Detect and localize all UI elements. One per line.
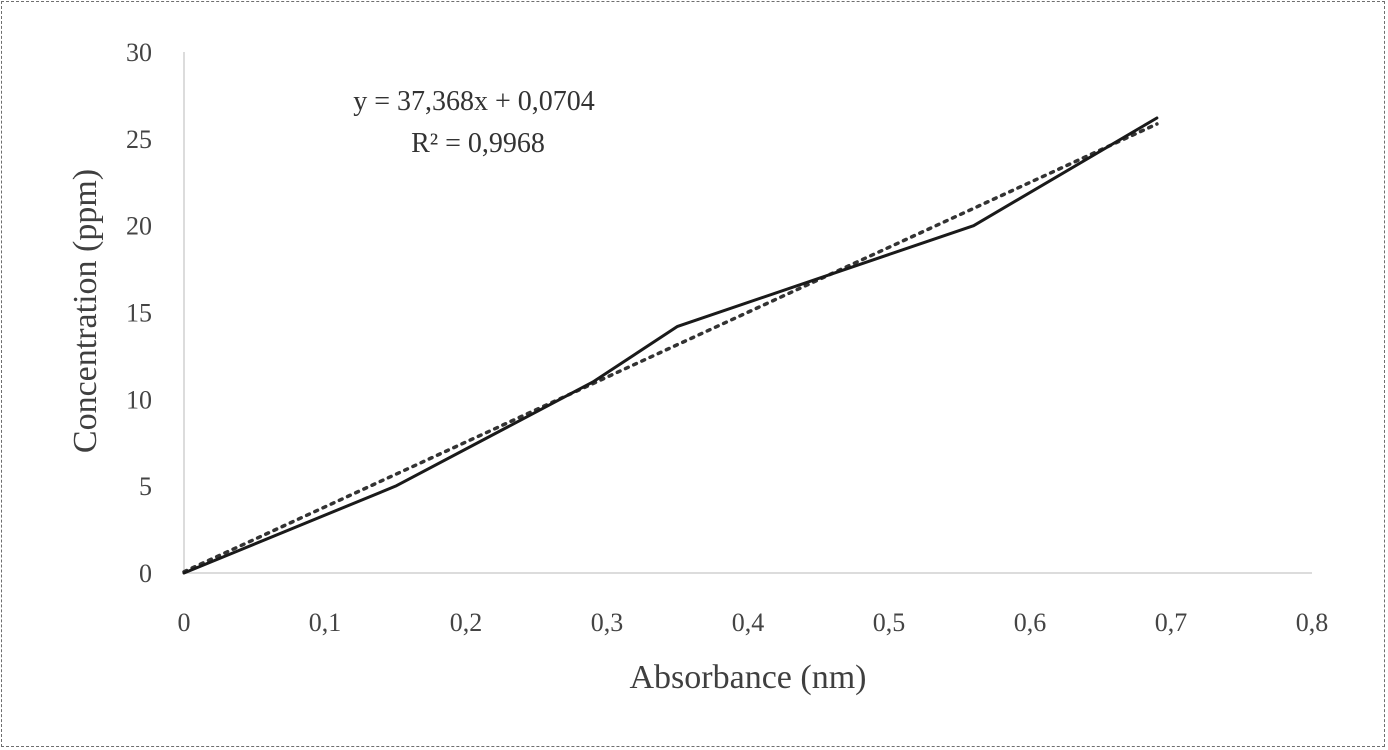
x-tick-label: 0,4 — [732, 608, 765, 637]
x-tick-label: 0,1 — [309, 608, 342, 637]
x-tick-label: 0,7 — [1155, 608, 1188, 637]
y-tick-label: 10 — [126, 385, 152, 414]
trendline-layer — [182, 122, 1159, 574]
trendline-equation: y = 37,368x + 0,0704 — [353, 86, 595, 117]
y-axis-title: Concentration (ppm) — [67, 169, 104, 453]
y-tick-label: 20 — [126, 212, 152, 241]
x-tick-label: 0,3 — [591, 608, 624, 637]
x-tick-label: 0 — [178, 608, 191, 637]
x-axis-title: Absorbance (nm) — [630, 659, 867, 696]
y-tick-label: 30 — [126, 38, 152, 67]
x-tick-label: 0,5 — [873, 608, 906, 637]
y-tick-labels: 0 5 10 15 20 25 30 — [126, 38, 152, 588]
r-squared-label: R² = 0,9968 — [411, 128, 545, 159]
y-tick-label: 5 — [139, 472, 152, 501]
series-layer — [182, 116, 1159, 575]
x-tick-label: 0,2 — [450, 608, 483, 637]
trendline — [182, 122, 1159, 574]
y-tick-label: 25 — [126, 125, 152, 154]
axes — [183, 52, 1312, 574]
x-tick-label: 0,8 — [1296, 608, 1329, 637]
x-tick-labels: 0 0,1 0,2 0,3 0,4 0,5 0,6 0,7 0,8 — [178, 608, 1329, 637]
x-tick-label: 0,6 — [1014, 608, 1047, 637]
series-line — [182, 116, 1159, 575]
y-tick-label: 0 — [139, 559, 152, 588]
y-tick-label: 15 — [126, 299, 152, 328]
